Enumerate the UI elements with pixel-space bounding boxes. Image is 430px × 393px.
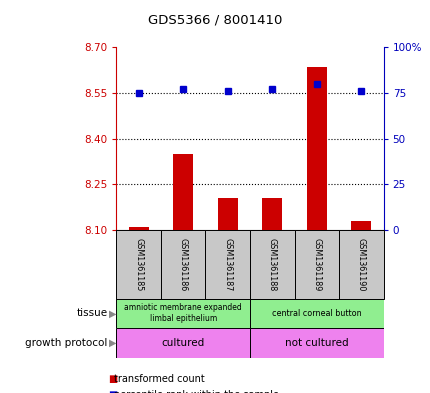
Text: GSM1361186: GSM1361186 bbox=[178, 238, 187, 291]
FancyBboxPatch shape bbox=[249, 328, 383, 358]
FancyBboxPatch shape bbox=[294, 230, 338, 299]
Bar bbox=[261, 198, 282, 230]
Text: central corneal button: central corneal button bbox=[271, 309, 361, 318]
FancyBboxPatch shape bbox=[116, 328, 249, 358]
Bar bbox=[306, 67, 326, 230]
Bar bbox=[128, 227, 148, 230]
Text: ▶: ▶ bbox=[108, 338, 116, 348]
FancyBboxPatch shape bbox=[116, 230, 160, 299]
Text: tissue: tissue bbox=[77, 309, 108, 318]
Text: amniotic membrane expanded
limbal epithelium: amniotic membrane expanded limbal epithe… bbox=[124, 303, 242, 323]
FancyBboxPatch shape bbox=[249, 230, 294, 299]
Text: GSM1361189: GSM1361189 bbox=[312, 238, 320, 291]
FancyBboxPatch shape bbox=[160, 230, 205, 299]
Text: not cultured: not cultured bbox=[284, 338, 348, 348]
FancyBboxPatch shape bbox=[205, 230, 249, 299]
Text: GSM1361188: GSM1361188 bbox=[267, 238, 276, 291]
Text: percentile rank within the sample: percentile rank within the sample bbox=[114, 390, 279, 393]
Bar bbox=[173, 154, 193, 230]
Bar bbox=[350, 221, 371, 230]
FancyBboxPatch shape bbox=[249, 299, 383, 328]
FancyBboxPatch shape bbox=[116, 299, 249, 328]
Text: ▶: ▶ bbox=[108, 309, 116, 318]
Text: ■: ■ bbox=[108, 374, 117, 384]
Text: transformed count: transformed count bbox=[114, 374, 205, 384]
Text: GSM1361187: GSM1361187 bbox=[223, 238, 232, 291]
Text: GSM1361190: GSM1361190 bbox=[356, 238, 365, 291]
FancyBboxPatch shape bbox=[338, 230, 383, 299]
Text: growth protocol: growth protocol bbox=[25, 338, 108, 348]
Bar bbox=[217, 198, 237, 230]
Text: ■: ■ bbox=[108, 390, 117, 393]
Text: GSM1361185: GSM1361185 bbox=[134, 238, 143, 291]
Text: GDS5366 / 8001410: GDS5366 / 8001410 bbox=[148, 13, 282, 26]
Text: cultured: cultured bbox=[161, 338, 204, 348]
